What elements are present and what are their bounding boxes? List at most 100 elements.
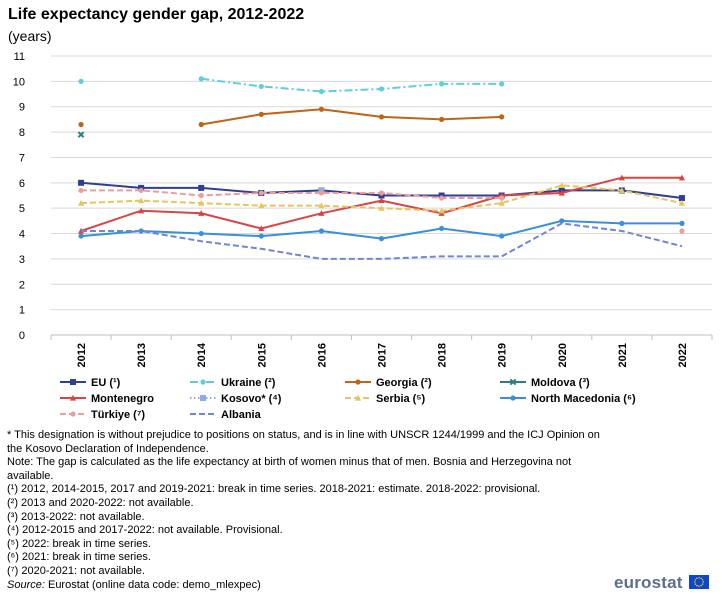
data-point — [318, 210, 325, 216]
data-point — [78, 187, 84, 194]
x-tick-label: 2019 — [497, 343, 509, 367]
data-point — [499, 195, 505, 201]
data-point — [78, 78, 84, 84]
data-point — [438, 207, 445, 214]
legend-label: Moldova (³) — [531, 377, 590, 389]
data-point — [618, 174, 625, 181]
note-kosovo: * This designation is without prejudice … — [7, 429, 600, 455]
flag-star — [698, 577, 700, 579]
y-tick-label: 1 — [19, 305, 25, 317]
data-point — [200, 379, 206, 385]
data-point — [355, 379, 361, 385]
y-tick-label: 8 — [19, 127, 25, 139]
data-point — [138, 228, 144, 234]
y-tick-label: 7 — [19, 152, 25, 164]
flag-star — [700, 584, 702, 587]
legend-label: North Macedonia (⁶) — [531, 393, 636, 405]
data-point — [618, 187, 625, 194]
data-point — [258, 111, 264, 117]
flag-star — [694, 581, 696, 583]
data-point — [77, 200, 85, 206]
data-point — [258, 225, 265, 232]
data-point — [70, 379, 76, 385]
data-point — [198, 200, 205, 206]
legend-label: Serbia (⁵) — [376, 393, 426, 405]
note-gap: Note: The gap is calculated as the life … — [7, 456, 572, 482]
data-point — [318, 228, 325, 234]
x-tick-label: 2012 — [76, 343, 88, 367]
x-tick-label: 2021 — [617, 343, 629, 367]
series-line — [81, 222, 683, 260]
flag-star — [694, 583, 697, 585]
data-point — [138, 197, 145, 204]
note-2: (²) 2013 and 2020-2022: not available. — [7, 496, 194, 509]
note-5: (⁵) 2022: break in time series. — [7, 537, 151, 550]
data-point — [499, 81, 505, 87]
legend-label: Kosovo* (⁴) — [221, 393, 282, 405]
chart-subtitle: (years) — [8, 28, 52, 44]
note-1: (¹) 2012, 2014-2015, 2017 and 2019-2021:… — [7, 483, 541, 496]
data-point — [510, 395, 516, 401]
data-point — [678, 195, 685, 202]
data-point — [378, 205, 385, 211]
data-point — [198, 121, 204, 128]
data-point — [318, 202, 325, 209]
legend-label: Montenegro — [91, 393, 154, 405]
x-tick-label: 2020 — [557, 343, 569, 367]
flag-star — [700, 577, 702, 580]
series-line — [201, 77, 502, 93]
source-label: Source: — [7, 579, 45, 591]
eurostat-logo: eurostat — [614, 573, 710, 593]
y-tick-label: 6 — [19, 178, 25, 190]
eu-flag-icon — [689, 575, 710, 589]
data-point — [679, 228, 685, 234]
flag-star — [702, 583, 704, 585]
data-point — [558, 189, 565, 196]
series-line — [201, 108, 502, 126]
data-point — [378, 197, 385, 204]
data-point — [258, 202, 265, 209]
data-point — [78, 179, 85, 186]
data-point — [258, 233, 264, 239]
data-point — [378, 86, 385, 92]
data-point — [138, 207, 145, 214]
legend-label: EU (¹) — [91, 377, 121, 389]
legend-label: Ukraine (²) — [221, 377, 276, 389]
data-point — [198, 230, 204, 237]
source-text: Eurostat (online data code: demo_mlexpec… — [44, 579, 261, 591]
y-tick-label: 4 — [19, 229, 25, 241]
data-point — [499, 114, 505, 120]
x-tick-label: 2022 — [677, 343, 689, 367]
note-7: (⁷) 2020-2021: not available. — [7, 564, 145, 577]
flag-star — [694, 579, 697, 581]
y-tick-label: 11 — [14, 51, 25, 63]
y-tick-label: 5 — [19, 203, 25, 215]
data-point — [559, 218, 565, 224]
data-point — [438, 81, 445, 87]
data-point — [499, 233, 505, 239]
y-tick-label: 2 — [19, 279, 25, 291]
data-point — [378, 190, 385, 196]
data-point — [258, 83, 264, 90]
data-point — [619, 220, 625, 226]
x-tick-label: 2013 — [136, 343, 148, 367]
data-point — [198, 210, 205, 216]
flag-star — [696, 577, 698, 580]
note-3: (³) 2013-2022: not available. — [7, 510, 145, 523]
flag-star — [702, 579, 704, 581]
data-point — [69, 394, 77, 401]
data-point — [258, 190, 264, 196]
data-point — [200, 395, 206, 401]
x-tick-label: 2015 — [256, 343, 268, 367]
chart-title: Life expectancy gender gap, 2012-2022 — [8, 6, 305, 23]
legend-label: Türkiye (⁷) — [91, 409, 145, 421]
flag-star — [698, 585, 700, 587]
data-point — [138, 187, 144, 194]
y-tick-label: 10 — [13, 76, 25, 88]
data-point — [70, 411, 76, 417]
data-point — [354, 394, 362, 401]
x-tick-label: 2016 — [316, 343, 328, 367]
data-point — [509, 378, 517, 386]
data-point — [78, 121, 84, 128]
x-tick-label: 2014 — [196, 342, 208, 367]
